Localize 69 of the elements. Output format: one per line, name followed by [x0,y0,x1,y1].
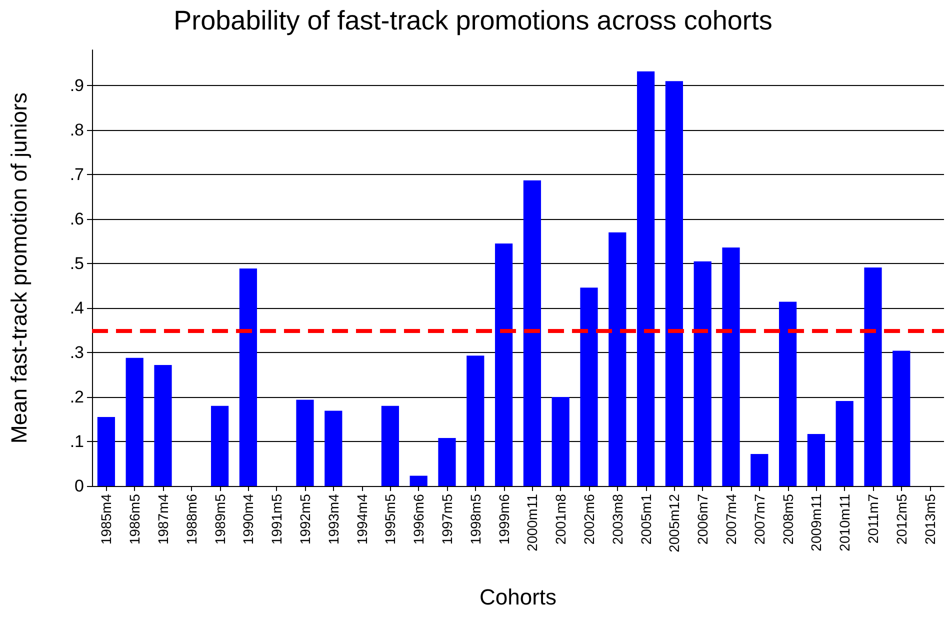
bar [494,244,513,486]
x-tick-label: 2008m5 [780,494,796,545]
bar [636,71,655,486]
bar [778,302,797,486]
bar [239,268,258,486]
x-tick-label: 1987m4 [155,494,171,545]
x-tick-label: 1989m5 [212,494,228,545]
chart-title: Probability of fast-track promotions across cohorts [174,6,772,36]
bar [324,410,342,486]
bar [892,350,910,486]
bar [552,397,570,486]
x-tick-label: 2007m7 [751,494,768,545]
bar [750,454,768,486]
bar [608,232,626,486]
x-tick-label: 1990m4 [240,494,256,545]
y-tick-label: .8 [70,120,84,140]
y-tick-label: .6 [70,210,84,229]
x-tick-label: 2009m11 [808,494,824,552]
x-tick-label: 2006m7 [694,494,711,545]
bar [126,358,144,486]
x-tick-label: 2005m1 [638,494,654,545]
y-tick-label: .7 [70,165,84,184]
x-tick-label: 2000m11 [524,494,540,552]
x-tick-label: 1995m5 [382,494,398,545]
y-tick-label: .9 [70,76,84,96]
bar [580,288,598,486]
bar [154,364,172,486]
x-tick-label: 1986m5 [126,494,143,545]
x-tick-label: 1991m5 [268,494,285,545]
x-tick-label: 1999m6 [496,494,512,545]
bar [438,438,456,486]
y-axis-title: Mean fast-track promotion of juniors [6,92,32,444]
x-tick-label: 1994m4 [354,494,370,545]
x-tick-label: 1985m4 [98,494,114,545]
y-tick-label: 0 [74,476,84,496]
x-tick-label: 2012m5 [893,494,910,545]
x-tick-label: 2001m8 [552,494,569,545]
bar [466,356,484,486]
bar [694,261,712,486]
bar [807,434,826,486]
bar [296,400,314,486]
x-tick-label: 1988m6 [183,494,200,545]
bar [665,81,684,486]
x-tick-label: 2002m6 [581,494,597,545]
bar [410,476,428,486]
x-tick-label: 2010m11 [836,494,853,552]
bar [836,401,854,486]
bar [523,180,542,486]
bar [864,268,882,486]
y-tick-label: .3 [70,343,84,362]
x-tick-label: 1997m5 [439,494,455,545]
x-tick-label: 2013m5 [922,494,938,545]
x-tick-label: 2005m12 [666,494,682,552]
x-tick-label: 1993m4 [325,494,342,545]
x-tick-label: 1998m5 [467,494,484,545]
x-tick-label: 2007m4 [723,494,739,545]
y-tick-label: .5 [70,254,84,274]
x-tick-label: 1992m5 [297,494,313,545]
x-tick-label: 1996m6 [410,494,427,545]
bar [722,248,740,486]
x-tick-label: 2011m7 [865,494,881,544]
x-axis-title: Cohorts [479,584,557,610]
x-tick-label: 2003m8 [609,494,626,545]
y-tick-label: .4 [70,298,84,318]
y-tick-label: .1 [70,432,84,452]
y-tick-label: .2 [70,388,84,407]
bar [97,417,116,486]
bar [381,406,400,486]
bar [210,406,229,486]
